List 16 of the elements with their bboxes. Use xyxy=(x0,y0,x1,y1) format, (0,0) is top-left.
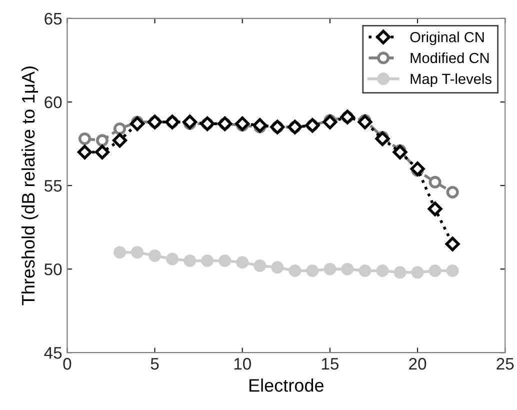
x-tick-label: 10 xyxy=(234,358,251,370)
x-axis-title: Electrode xyxy=(250,378,324,392)
legend-label: Map T-levels xyxy=(410,73,492,87)
x-tick-label: 5 xyxy=(150,358,159,370)
x-tick-label: 25 xyxy=(496,358,514,370)
legend-label: Modified CN xyxy=(410,52,489,64)
y-tick-label: 65 xyxy=(44,12,62,25)
x-tick-label: 20 xyxy=(409,358,426,370)
x-tick-label: 0 xyxy=(63,358,72,370)
legend-label: Original CN xyxy=(410,32,484,46)
y-tick-label: 60 xyxy=(44,96,62,108)
y-tick-label: 55 xyxy=(44,180,62,192)
x-tick-label: 15 xyxy=(322,358,339,370)
y-tick-label: 45 xyxy=(44,347,62,359)
y-axis-title: Threshold (dB relative to 1μA) xyxy=(21,66,38,306)
y-tick-label: 50 xyxy=(44,263,62,276)
